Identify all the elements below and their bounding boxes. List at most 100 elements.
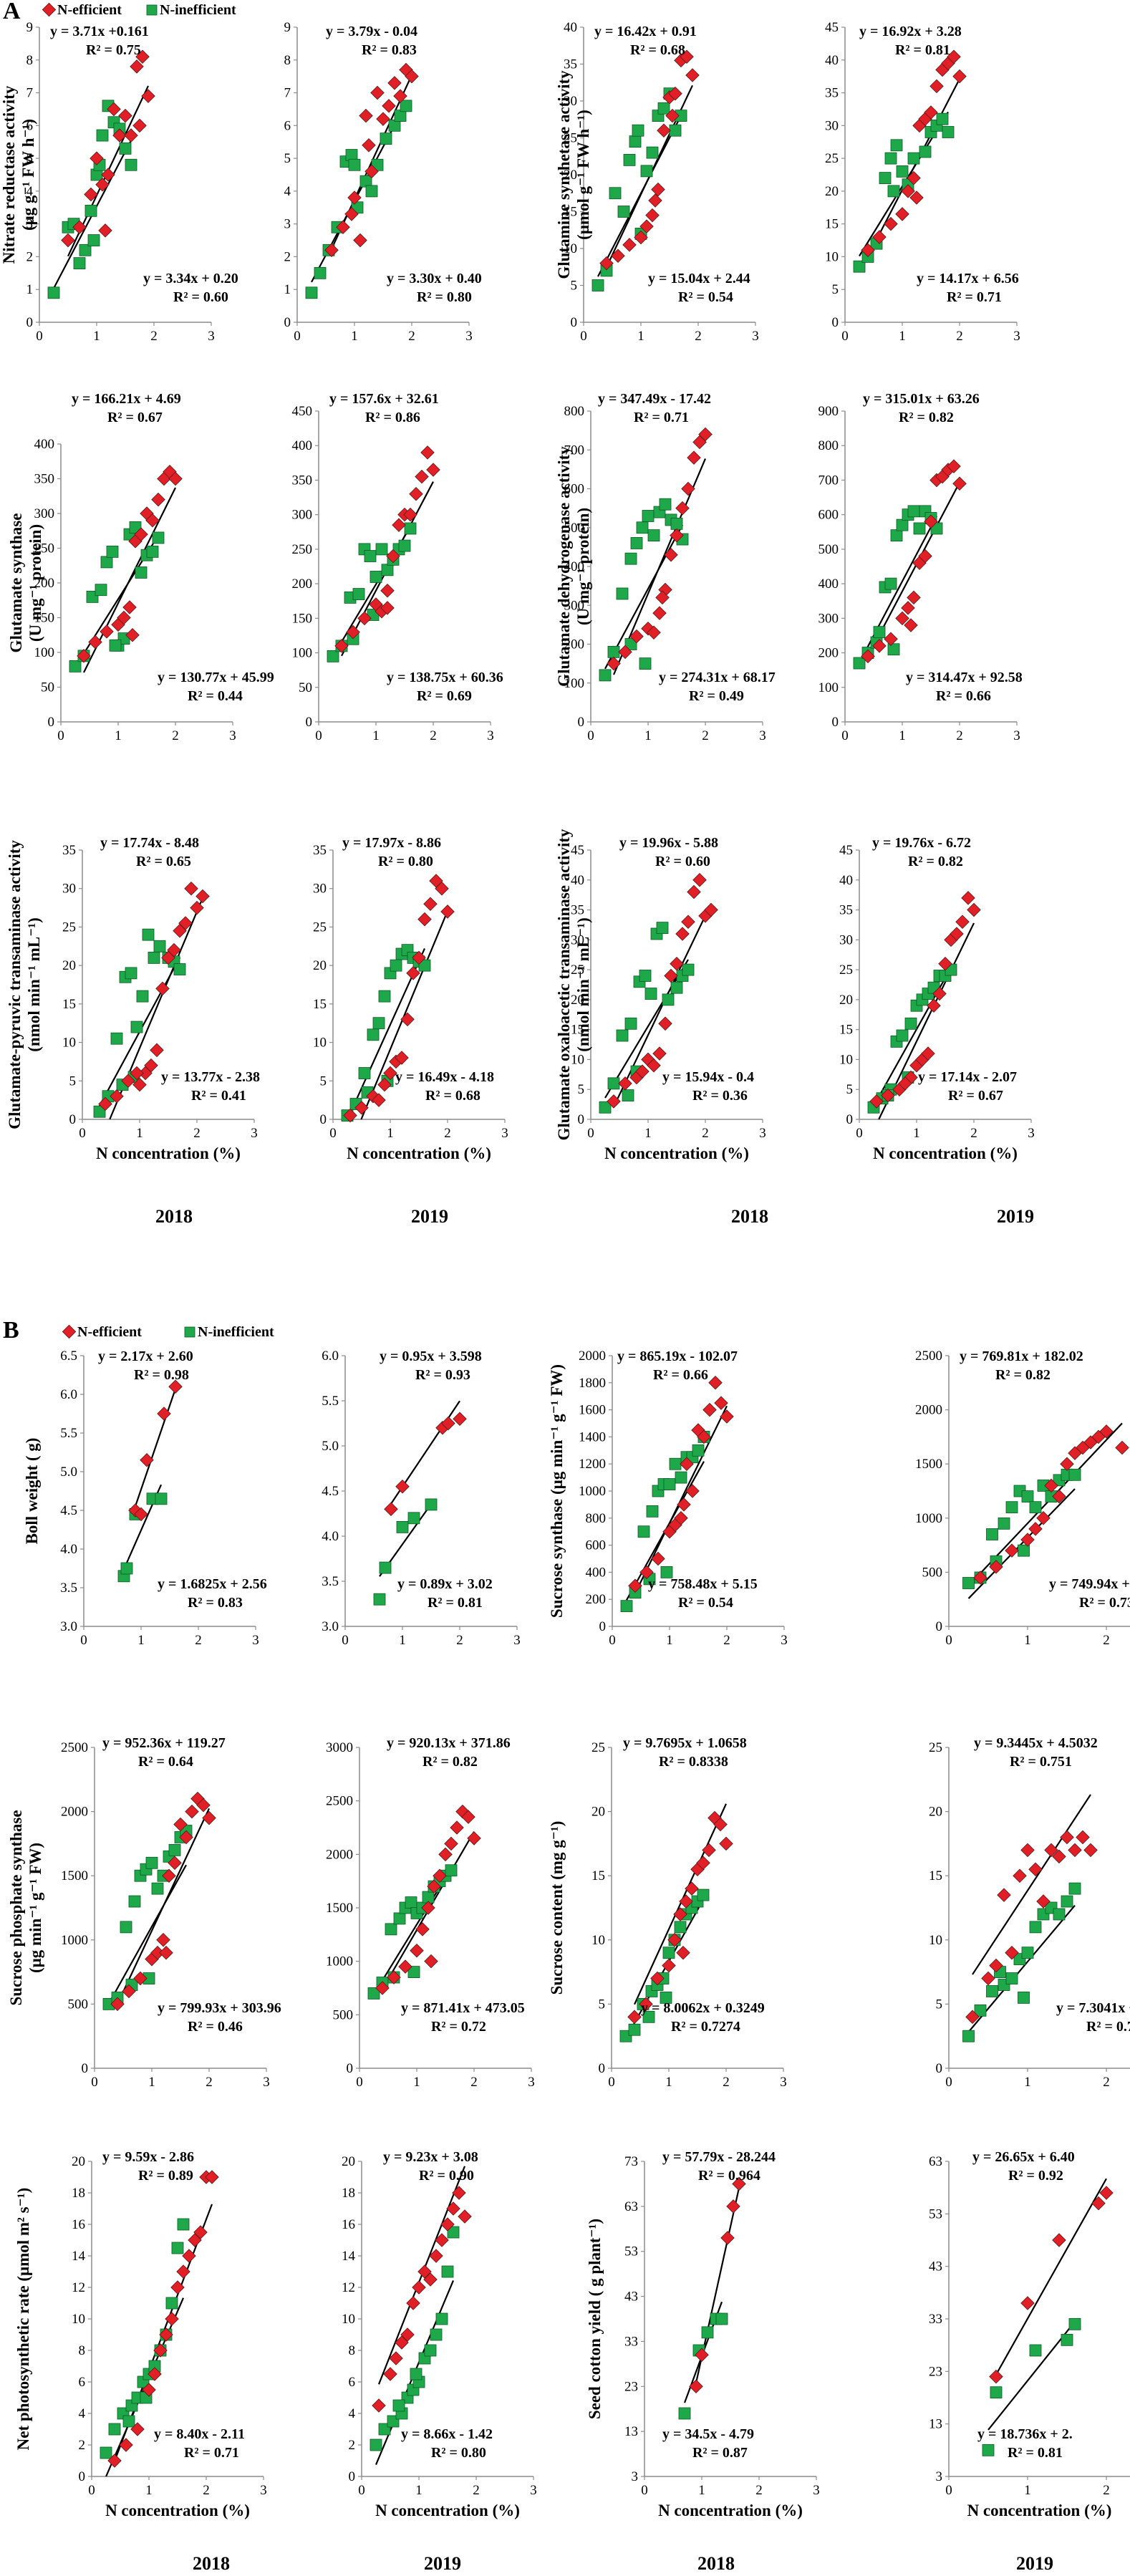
point-efficient — [929, 79, 944, 94]
x-tick-label: 2 — [1103, 2075, 1110, 2090]
y-tick-label: 1000 — [915, 1511, 942, 1526]
point-efficient — [387, 76, 402, 90]
y-axis-label: (nmol min⁻¹ mL⁻¹) — [574, 917, 592, 1052]
point-inefficient — [392, 2399, 405, 2412]
point-efficient — [110, 1997, 125, 2012]
y-tick-label: 45 — [571, 843, 584, 858]
point-inefficient — [642, 2010, 655, 2023]
point-efficient — [989, 2369, 1003, 2384]
point-inefficient — [393, 1912, 406, 1925]
point-efficient — [151, 492, 165, 507]
r-squared-top: R² = 0.81 — [895, 42, 950, 58]
y-tick-label: 20 — [342, 2154, 355, 2169]
y-tick-label: 18 — [72, 2186, 85, 2201]
x-tick-label: 3 — [1028, 1126, 1035, 1141]
point-inefficient — [639, 657, 652, 670]
point-inefficient — [396, 1520, 409, 1533]
point-efficient — [677, 1497, 691, 1512]
x-tick-label: 0 — [841, 728, 849, 743]
y-tick-label: 600 — [586, 1538, 607, 1553]
x-tick-label: 0 — [580, 329, 587, 344]
y-tick-label: 23 — [624, 2379, 638, 2394]
y-tick-label: 4 — [26, 184, 34, 199]
point-efficient — [176, 2264, 190, 2279]
x-tick-label: 2 — [723, 1633, 730, 1648]
r-squared-top: R² = 0.82 — [899, 410, 954, 425]
x-tick-label: 0 — [329, 1126, 337, 1141]
equation-top: y = 19.76x - 6.72 — [872, 835, 971, 851]
x-tick-label: 3 — [465, 329, 473, 344]
point-inefficient — [352, 588, 365, 600]
point-inefficient — [642, 510, 655, 522]
y-tick-label: 250 — [34, 541, 55, 556]
equation-bottom: y = 13.77x - 2.38 — [161, 1069, 260, 1085]
y-tick-label: 20 — [591, 1805, 605, 1820]
y-tick-label: 3.5 — [322, 1574, 339, 1589]
point-efficient — [676, 1945, 690, 1960]
y-axis-label: (μg g⁻¹ FW h⁻¹) — [19, 119, 37, 231]
point-inefficient — [607, 1077, 620, 1090]
point-efficient — [347, 190, 362, 205]
point-efficient — [955, 915, 970, 930]
point-efficient — [1036, 1894, 1051, 1909]
point-efficient — [386, 549, 400, 564]
point-inefficient — [660, 1992, 672, 2004]
y-tick-label: 150 — [34, 611, 55, 626]
x-tick-label: 3 — [781, 1633, 788, 1648]
x-tick-label: 1 — [899, 728, 906, 743]
point-efficient — [901, 601, 915, 615]
r-squared-top: R² = 0.86 — [365, 410, 420, 425]
point-efficient — [121, 1074, 135, 1089]
point-efficient — [924, 105, 938, 120]
point-efficient — [435, 2233, 449, 2247]
point-efficient — [400, 2327, 415, 2342]
point-efficient — [140, 1453, 154, 1467]
r-squared-top: R² = 0.64 — [138, 1754, 193, 1770]
panel-label-b: B — [3, 1317, 19, 1344]
point-inefficient — [1005, 1972, 1018, 1984]
point-inefficient — [674, 1921, 687, 1934]
y-tick-label: 10 — [313, 1036, 327, 1051]
y-tick-label: 250 — [292, 542, 313, 557]
point-inefficient — [373, 1593, 386, 1606]
point-efficient — [702, 1843, 716, 1858]
point-efficient — [952, 476, 967, 491]
point-inefficient — [884, 577, 897, 590]
legend-a-inefficient-label: N-inefficient — [160, 2, 236, 18]
x-tick-label: 0 — [945, 2483, 952, 2498]
point-efficient — [618, 645, 632, 660]
point-efficient — [440, 905, 455, 919]
point-inefficient — [148, 952, 160, 964]
y-tick-label: 1 — [26, 282, 34, 297]
y-tick-label: 6 — [349, 2375, 356, 2390]
point-efficient — [657, 123, 671, 138]
point-efficient — [664, 968, 678, 983]
plot-a2: 0 1 2 3 4 5 6 7 8 9 0 1 2 3 y = 3.79x - 0.04 R² = 0.83 y… — [284, 20, 482, 344]
y-axis-label: (μmol g⁻¹ FW h⁻¹) — [574, 110, 592, 240]
point-inefficient — [379, 1561, 392, 1574]
equation-top: y = 3.71x +0.161 — [50, 24, 149, 39]
equation-top: y = 3.79x - 0.04 — [326, 24, 417, 39]
x-tick-label: 0 — [57, 728, 64, 743]
point-efficient — [1020, 1843, 1035, 1858]
x-axis-label: N concentration (%) — [967, 2502, 1112, 2519]
point-efficient — [1091, 2196, 1106, 2211]
y-tick-label: 63 — [624, 2199, 638, 2214]
y-tick-label: 25 — [839, 963, 853, 978]
x-tick-label: 1 — [115, 728, 122, 743]
y-tick-label: 20 — [313, 958, 327, 973]
x-tick-label: 0 — [945, 1633, 952, 1648]
y-tick-label: 1500 — [61, 1868, 88, 1883]
r-squared-top: R² = 0.65 — [136, 854, 191, 869]
point-efficient — [1052, 1489, 1066, 1504]
equation-top: y = 16.42x + 0.91 — [594, 24, 697, 39]
y-tick-label: 15 — [564, 205, 577, 220]
point-inefficient — [853, 657, 866, 670]
y-axis-label: Glutamate-pyruvic transaminase activity — [6, 840, 24, 1129]
equation-bottom: y = 130.77x + 45.99 — [158, 670, 274, 685]
r-squared-top: R² = 0.98 — [134, 1367, 189, 1383]
point-inefficient — [314, 266, 327, 279]
point-efficient — [681, 915, 695, 930]
r-squared-top: R² = 0.71 — [634, 410, 689, 425]
point-efficient — [130, 59, 144, 74]
